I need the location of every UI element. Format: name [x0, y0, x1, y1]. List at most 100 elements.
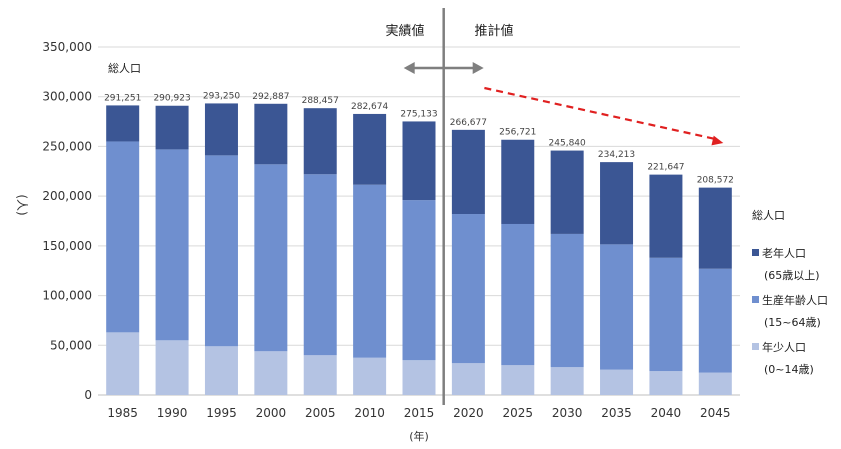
bar-2040-series-2: [649, 174, 683, 258]
bar-2035-series-2: [600, 162, 634, 245]
legend-label-2: 年少人口: [762, 340, 806, 354]
bar-2010-series-0: [353, 357, 387, 395]
x-tick-label-2005: 2005: [305, 406, 336, 420]
total-label-1995: 293,250: [203, 91, 240, 101]
total-label-2040: 221,647: [647, 163, 684, 173]
legend-swatch-1: [752, 296, 759, 303]
bar-2015-series-0: [402, 360, 436, 395]
legend-sublabel-2: (0~14歳): [764, 363, 814, 376]
bar-1985-series-0: [106, 332, 140, 395]
y-tick-label: 350,000: [42, 40, 92, 54]
section-projected-label: 推計値: [474, 23, 513, 39]
bar-1990-series-0: [155, 340, 189, 395]
x-tick-label-2010: 2010: [354, 406, 385, 420]
total-label-2005: 288,457: [302, 96, 339, 106]
bar-2045-series-2: [698, 187, 732, 269]
bar-2010-series-2: [353, 113, 387, 185]
double-arrow-right-head: [472, 62, 484, 74]
y-axis-label: (人): [15, 194, 29, 215]
legend-swatch-2: [752, 343, 759, 350]
bar-2015-series-1: [402, 200, 436, 361]
total-label-2010: 282,674: [351, 102, 388, 112]
legend-sublabel-0: (65歳以上): [764, 269, 820, 282]
bar-2020-series-1: [451, 214, 485, 364]
legend: 総人口 老年人口 (65歳以上) 生産年齢人口 (15~64歳) 年少人口 (0~14歳): [752, 208, 828, 376]
legend-label-1: 生産年齢人口: [762, 293, 828, 307]
bar-2025-series-2: [501, 139, 535, 224]
bar-series: [106, 103, 732, 395]
y-tick-label: 50,000: [50, 338, 92, 352]
legend-swatch-0: [752, 249, 759, 256]
bar-2020-series-0: [451, 363, 485, 395]
total-annotation: 総人口: [108, 61, 141, 75]
bar-2035-series-1: [600, 244, 634, 370]
legend-title: 総人口: [752, 208, 785, 222]
bar-2025-series-1: [501, 223, 535, 366]
y-tick-label: 250,000: [42, 139, 92, 153]
total-label-2030: 245,840: [549, 139, 586, 149]
bar-2015-series-2: [402, 121, 436, 201]
x-axis: 1985 1990 1995 2000 2005 2010 2015 2020 2025 2030…: [107, 406, 730, 420]
bar-2020-series-2: [451, 129, 485, 215]
y-tick-label: 100,000: [42, 289, 92, 303]
y-tick-label: 150,000: [42, 239, 92, 253]
trend-arrow-shaft: [484, 86, 716, 141]
total-labels: 291,251 290,923 293,250 292,887 288,457 282,6…: [104, 91, 734, 185]
bar-1995-series-2: [204, 103, 238, 156]
total-label-2025: 256,721: [499, 128, 536, 138]
section-actual-label: 実績値: [385, 23, 424, 39]
trend-arrow-icon: [484, 86, 724, 146]
bar-2045-series-1: [698, 268, 732, 373]
bar-2000-series-0: [254, 351, 288, 395]
bar-1985-series-2: [106, 105, 140, 142]
total-label-2015: 275,133: [400, 109, 437, 119]
y-tick-label: 200,000: [42, 189, 92, 203]
y-tick-label: 300,000: [42, 90, 92, 104]
x-tick-label-2030: 2030: [552, 406, 583, 420]
x-tick-label-1985: 1985: [107, 406, 138, 420]
bar-2000-series-2: [254, 103, 288, 165]
legend-sublabel-1: (15~64歳): [764, 316, 821, 329]
x-axis-label: (年): [409, 429, 429, 443]
x-tick-label-2035: 2035: [601, 406, 632, 420]
x-tick-label-2025: 2025: [502, 406, 533, 420]
x-tick-label-2000: 2000: [256, 406, 287, 420]
x-tick-label-1990: 1990: [157, 406, 188, 420]
total-label-2035: 234,213: [598, 150, 635, 160]
total-label-2000: 292,887: [252, 92, 289, 102]
bar-1995-series-1: [204, 155, 238, 347]
x-tick-label-2020: 2020: [453, 406, 484, 420]
bar-1995-series-0: [204, 346, 238, 395]
bar-2005-series-0: [303, 355, 337, 395]
bar-2000-series-1: [254, 164, 288, 352]
trend-arrow-head: [711, 135, 724, 146]
x-tick-label-1995: 1995: [206, 406, 237, 420]
total-label-1990: 290,923: [153, 94, 190, 104]
bar-2035-series-0: [600, 369, 634, 395]
bar-2045-series-0: [698, 372, 732, 395]
bar-2010-series-1: [353, 184, 387, 358]
bar-2030-series-1: [550, 233, 584, 368]
y-tick-label: 0: [84, 388, 92, 402]
double-arrow-icon: [403, 62, 484, 74]
bar-2005-series-1: [303, 174, 337, 356]
bar-2040-series-1: [649, 257, 683, 372]
y-axis: 0 50,000 100,000 150,000 200,000 250,000 300,0…: [42, 40, 92, 402]
legend-label-0: 老年人口: [762, 246, 806, 260]
bar-2005-series-2: [303, 108, 337, 175]
bar-2030-series-0: [550, 367, 584, 395]
bar-2040-series-0: [649, 371, 683, 395]
total-label-2020: 266,677: [450, 118, 487, 128]
bar-1985-series-1: [106, 141, 140, 333]
total-label-1985: 291,251: [104, 93, 141, 103]
x-tick-label-2045: 2045: [700, 406, 731, 420]
x-tick-label-2015: 2015: [404, 406, 435, 420]
bar-2025-series-0: [501, 365, 535, 395]
total-label-2045: 208,572: [697, 176, 734, 186]
x-tick-label-2040: 2040: [651, 406, 682, 420]
bar-1990-series-2: [155, 105, 189, 150]
bar-1990-series-1: [155, 149, 189, 341]
bar-2030-series-2: [550, 150, 584, 234]
double-arrow-left-head: [403, 62, 415, 74]
